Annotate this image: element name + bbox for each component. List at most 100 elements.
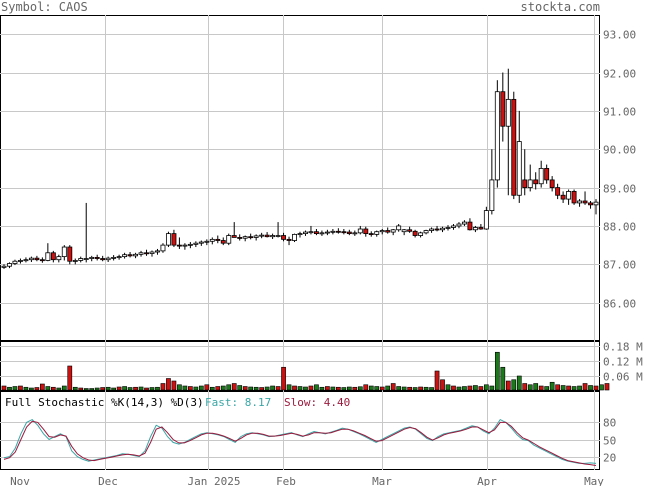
- candle-body: [522, 179, 528, 188]
- candle-body: [198, 241, 204, 244]
- candle-body: [379, 230, 385, 233]
- panel-frame: [0, 391, 600, 470]
- volume-bar: [50, 386, 56, 391]
- stochastic-slow-line: [3, 420, 597, 466]
- volume-bar: [341, 387, 347, 391]
- candle-body: [7, 263, 12, 267]
- x-tick-label: Nov: [10, 475, 30, 486]
- candle-body: [555, 187, 561, 196]
- volume-bar: [1, 385, 7, 391]
- candle-body: [226, 235, 232, 244]
- candle-body: [445, 227, 451, 229]
- volume-bar: [286, 384, 292, 391]
- candle-body: [385, 230, 391, 233]
- volume-bar: [489, 385, 495, 391]
- candle-body: [451, 225, 456, 228]
- candle-body: [160, 244, 166, 252]
- candle-body: [313, 231, 319, 235]
- x-tick-label: Mar: [372, 475, 392, 486]
- candle-body: [28, 257, 34, 261]
- volume-bar: [253, 386, 259, 391]
- stochastic-tick-label: 50: [603, 435, 616, 448]
- volume-bar: [314, 384, 319, 391]
- volume-bar: [418, 386, 423, 391]
- volume-bar: [67, 365, 73, 391]
- volume-bar: [204, 384, 210, 391]
- volume-bar: [336, 386, 341, 391]
- volume-bar: [116, 386, 122, 391]
- price-tick-label: 89.00: [603, 183, 636, 196]
- candle-body: [144, 252, 149, 255]
- candle-body: [494, 91, 500, 181]
- volume-bar: [346, 386, 352, 391]
- price-tick-label: 88.00: [603, 221, 636, 234]
- volume-bar: [23, 386, 29, 391]
- candle-body: [303, 231, 308, 235]
- volume-bar: [511, 379, 517, 391]
- candle-body: [248, 236, 254, 239]
- volume-bar: [319, 386, 325, 391]
- volume-bar: [544, 386, 550, 391]
- volume-bar: [308, 385, 314, 391]
- candle-body: [111, 256, 117, 259]
- candle-body: [319, 232, 325, 235]
- volume-bar: [445, 384, 451, 391]
- candle-body: [204, 240, 210, 243]
- volume-bar: [155, 386, 160, 391]
- candle-body: [505, 98, 511, 127]
- candle-body: [297, 233, 303, 236]
- price-tick-label: 92.00: [603, 68, 636, 81]
- candle-body: [418, 232, 424, 236]
- candle-body: [215, 238, 221, 241]
- candle-body: [511, 98, 517, 196]
- volume-bar: [100, 387, 106, 391]
- volume-bar: [122, 386, 127, 391]
- x-tick-label: Feb: [276, 475, 296, 486]
- stochastic-tick-label: 80: [603, 417, 616, 430]
- volume-bar: [516, 375, 522, 391]
- candle-body: [516, 141, 522, 196]
- candle-body: [231, 235, 237, 238]
- volume-bar: [182, 385, 188, 391]
- volume-bar: [566, 385, 571, 391]
- volume-bar: [527, 384, 533, 391]
- volume-bar: [188, 386, 193, 391]
- candle-body: [429, 228, 435, 231]
- candle-body: [61, 246, 67, 258]
- volume-bar: [177, 384, 182, 391]
- candle-body: [401, 229, 407, 233]
- candle-body: [193, 242, 199, 245]
- volume-bar: [215, 386, 221, 391]
- candle-body: [368, 233, 374, 236]
- volume-bar: [325, 386, 330, 391]
- volume-bar: [231, 383, 237, 391]
- volume-bar: [166, 378, 171, 391]
- volume-bar: [599, 384, 604, 391]
- x-axis: Nov Dec Jan 2025 Feb Mar Apr May: [10, 475, 604, 486]
- volume-bar: [379, 386, 385, 391]
- price-tick-label: 91.00: [603, 106, 636, 119]
- symbol-label: Symbol: CAOS: [1, 0, 88, 14]
- candle-body: [45, 252, 51, 261]
- volume-bar: [72, 386, 78, 391]
- volume-bar: [264, 386, 270, 391]
- candle-body: [324, 231, 330, 234]
- candle-body: [17, 260, 23, 262]
- x-tick-label: Dec: [98, 475, 118, 486]
- volume-bar: [29, 387, 34, 391]
- x-tick-label: Apr: [477, 475, 497, 486]
- candle-body: [390, 229, 396, 233]
- price-tick-label: 86.00: [603, 298, 636, 311]
- candle-body: [593, 201, 599, 206]
- candle-body: [253, 235, 259, 238]
- candle-body: [456, 223, 462, 227]
- candle-body: [220, 240, 226, 244]
- volume-bar: [467, 385, 473, 391]
- volume-bar: [571, 386, 577, 391]
- candle-body: [467, 221, 473, 231]
- candle-body: [330, 230, 336, 233]
- volume-bar: [456, 386, 462, 391]
- volume-bar: [407, 386, 412, 391]
- candle-body: [549, 179, 555, 188]
- volume-bar: [440, 379, 445, 391]
